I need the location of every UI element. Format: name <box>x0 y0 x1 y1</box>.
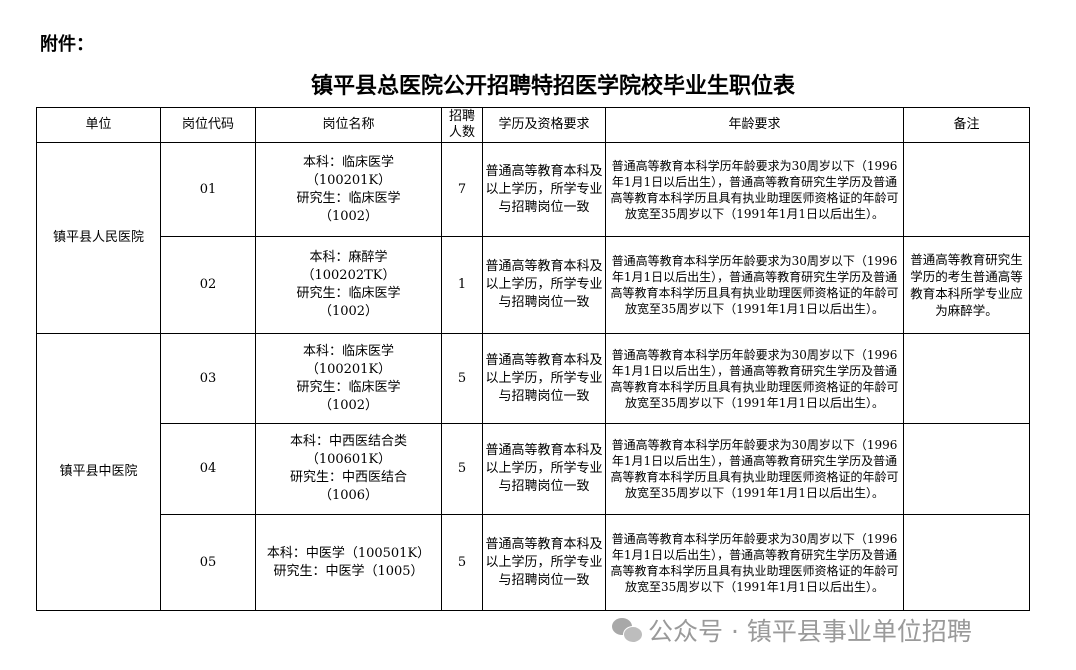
watermark: 公众号 · 镇平县事业单位招聘 <box>612 612 972 648</box>
table-row: 04 本科：中西医结合类 （100601K） 研究生：中西医结合 （1006） 5 普通高等… <box>37 423 1030 515</box>
count-cell: 5 <box>441 514 483 611</box>
education-cell: 普通高等教育本科及以上学历，所学专业与招聘岗位一致 <box>482 514 606 611</box>
position-name-line: （1002） <box>318 304 379 319</box>
unit-cell: 镇平县中医院 <box>36 333 161 611</box>
count-cell: 7 <box>441 142 483 237</box>
position-name-line: 研究生：中西医结合 <box>289 470 407 485</box>
position-name-line: 本科：临床医学 <box>302 154 394 170</box>
note-cell <box>903 333 1030 424</box>
position-name-line: 研究生：临床医学 <box>296 190 401 206</box>
age-cell: 普通高等教育本科学历年龄要求为30周岁以下（1996年1月1日以后出生），普通高… <box>605 142 904 237</box>
position-name-line: 研究生：临床医学 <box>296 379 401 395</box>
position-name-line: 研究生：临床医学 <box>296 286 401 301</box>
note-cell <box>903 423 1030 515</box>
note-cell <box>903 142 1030 237</box>
attachment-label: 附件： <box>40 34 94 55</box>
code-cell: 04 <box>160 423 256 515</box>
unit-cell: 镇平县人民医院 <box>36 142 161 334</box>
position-name-cell: 本科：麻醉学 （100202TK） 研究生：临床医学 （1002） <box>255 236 442 334</box>
table-row: 镇平县人民医院 01 本科：临床医学 （100201K） 研究生：临床医学 （1002） 7… <box>36 142 1030 334</box>
position-name-line: （100201K） <box>305 361 392 377</box>
position-name-line: 研究生：中医学（1005） <box>273 563 424 579</box>
positions-table: 单位 岗位代码 岗位名称 招聘人数 学历及资格要求 年龄要求 备注 镇平县人民医… <box>36 107 1030 611</box>
age-cell: 普通高等教育本科学历年龄要求为30周岁以下（1996年1月1日以后出生），普通高… <box>605 333 904 424</box>
position-name-line: （1002） <box>318 208 379 224</box>
education-cell: 普通高等教育本科及以上学历，所学专业与招聘岗位一致 <box>482 236 606 334</box>
header-age: 年龄要求 <box>605 107 904 143</box>
count-cell: 5 <box>441 423 483 515</box>
position-name-cell: 本科：临床医学 （100201K） 研究生：临床医学 （1002） <box>255 333 442 424</box>
position-name-line: 本科：中西医结合类 <box>289 434 407 449</box>
position-name-line: 本科：中医学（100501K） <box>266 545 431 561</box>
table-header-row: 单位 岗位代码 岗位名称 招聘人数 学历及资格要求 年龄要求 备注 <box>36 107 1030 143</box>
position-name-line: 本科：临床医学 <box>302 343 394 359</box>
count-cell: 1 <box>441 236 483 334</box>
watermark-text: 公众号 · 镇平县事业单位招聘 <box>648 617 972 646</box>
header-unit: 单位 <box>36 107 161 143</box>
position-name-line: 本科：麻醉学 <box>309 250 388 265</box>
header-count: 招聘人数 <box>441 107 483 143</box>
note-cell: 普通高等教育研究生学历的考生普通高等教育本科所学专业应为麻醉学。 <box>903 236 1030 334</box>
position-name-line: （1006） <box>318 488 379 503</box>
position-name-cell: 本科：中医学（100501K） 研究生：中医学（1005） <box>255 514 442 611</box>
position-name-line: （100202TK） <box>301 268 396 283</box>
position-name-line: （1002） <box>318 397 379 413</box>
age-cell: 普通高等教育本科学历年龄要求为30周岁以下（1996年1月1日以后出生），普通高… <box>605 236 904 334</box>
count-cell: 5 <box>441 333 483 424</box>
education-cell: 普通高等教育本科及以上学历，所学专业与招聘岗位一致 <box>482 423 606 515</box>
code-cell: 02 <box>160 236 256 334</box>
education-cell: 普通高等教育本科及以上学历，所学专业与招聘岗位一致 <box>482 142 606 237</box>
position-name-line: （100601K） <box>305 452 392 467</box>
position-name-cell: 本科：临床医学 （100201K） 研究生：临床医学 （1002） <box>255 142 442 237</box>
header-name: 岗位名称 <box>255 107 442 143</box>
position-name-line: （100201K） <box>305 172 392 188</box>
table-row: 镇平县中医院 03 本科：临床医学 （100201K） 研究生：临床医学 （1002） 5 普… <box>36 333 1030 611</box>
education-cell: 普通高等教育本科及以上学历，所学专业与招聘岗位一致 <box>482 333 606 424</box>
wechat-icon <box>612 618 643 643</box>
code-cell: 01 <box>160 142 256 237</box>
table-row: 05 本科：中医学（100501K） 研究生：中医学（1005） 5 普通高等教育本科及… <box>37 514 1030 611</box>
code-cell: 05 <box>160 514 256 611</box>
age-cell: 普通高等教育本科学历年龄要求为30周岁以下（1996年1月1日以后出生），普通高… <box>605 514 904 611</box>
header-education: 学历及资格要求 <box>482 107 606 143</box>
position-name-cell: 本科：中西医结合类 （100601K） 研究生：中西医结合 （1006） <box>255 423 442 515</box>
header-code: 岗位代码 <box>160 107 256 143</box>
age-cell: 普通高等教育本科学历年龄要求为30周岁以下（1996年1月1日以后出生），普通高… <box>605 423 904 515</box>
page-title: 镇平县总医院公开招聘特招医学院校毕业生职位表 <box>310 73 795 99</box>
note-cell <box>903 514 1030 611</box>
header-note: 备注 <box>903 107 1030 143</box>
code-cell: 03 <box>160 333 256 424</box>
table-row: 02 本科：麻醉学 （100202TK） 研究生：临床医学 （1002） 1 普通高等教育本… <box>37 236 1030 334</box>
